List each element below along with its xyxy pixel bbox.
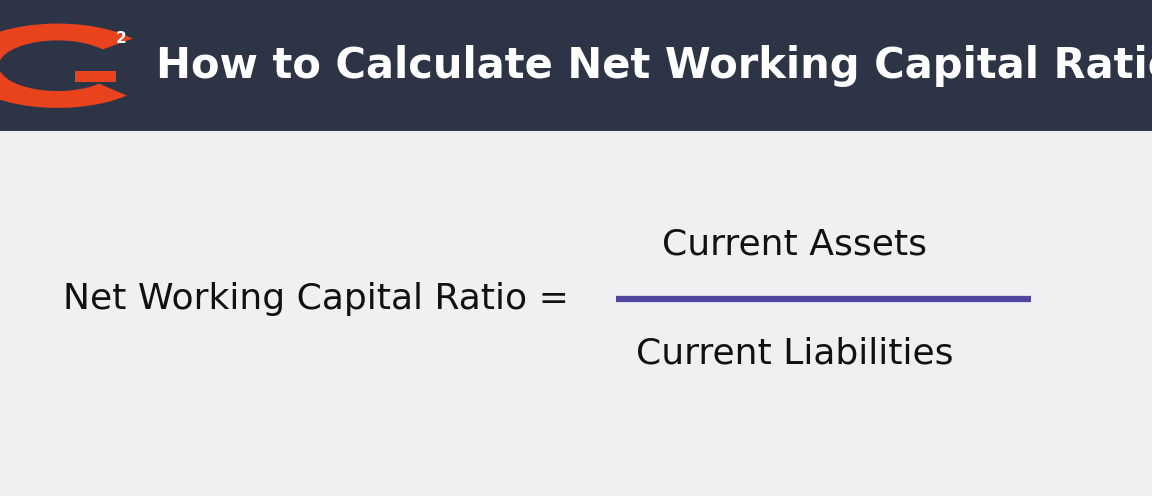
Text: Current Assets: Current Assets bbox=[662, 227, 927, 261]
Text: Net Working Capital Ratio =: Net Working Capital Ratio = bbox=[63, 282, 569, 316]
Wedge shape bbox=[0, 24, 132, 108]
Text: 2: 2 bbox=[116, 31, 127, 46]
Bar bbox=[0, 0, 1152, 131]
FancyBboxPatch shape bbox=[75, 71, 116, 82]
Text: How to Calculate Net Working Capital Ratio: How to Calculate Net Working Capital Rat… bbox=[156, 45, 1152, 87]
Text: Current Liabilities: Current Liabilities bbox=[636, 336, 954, 371]
